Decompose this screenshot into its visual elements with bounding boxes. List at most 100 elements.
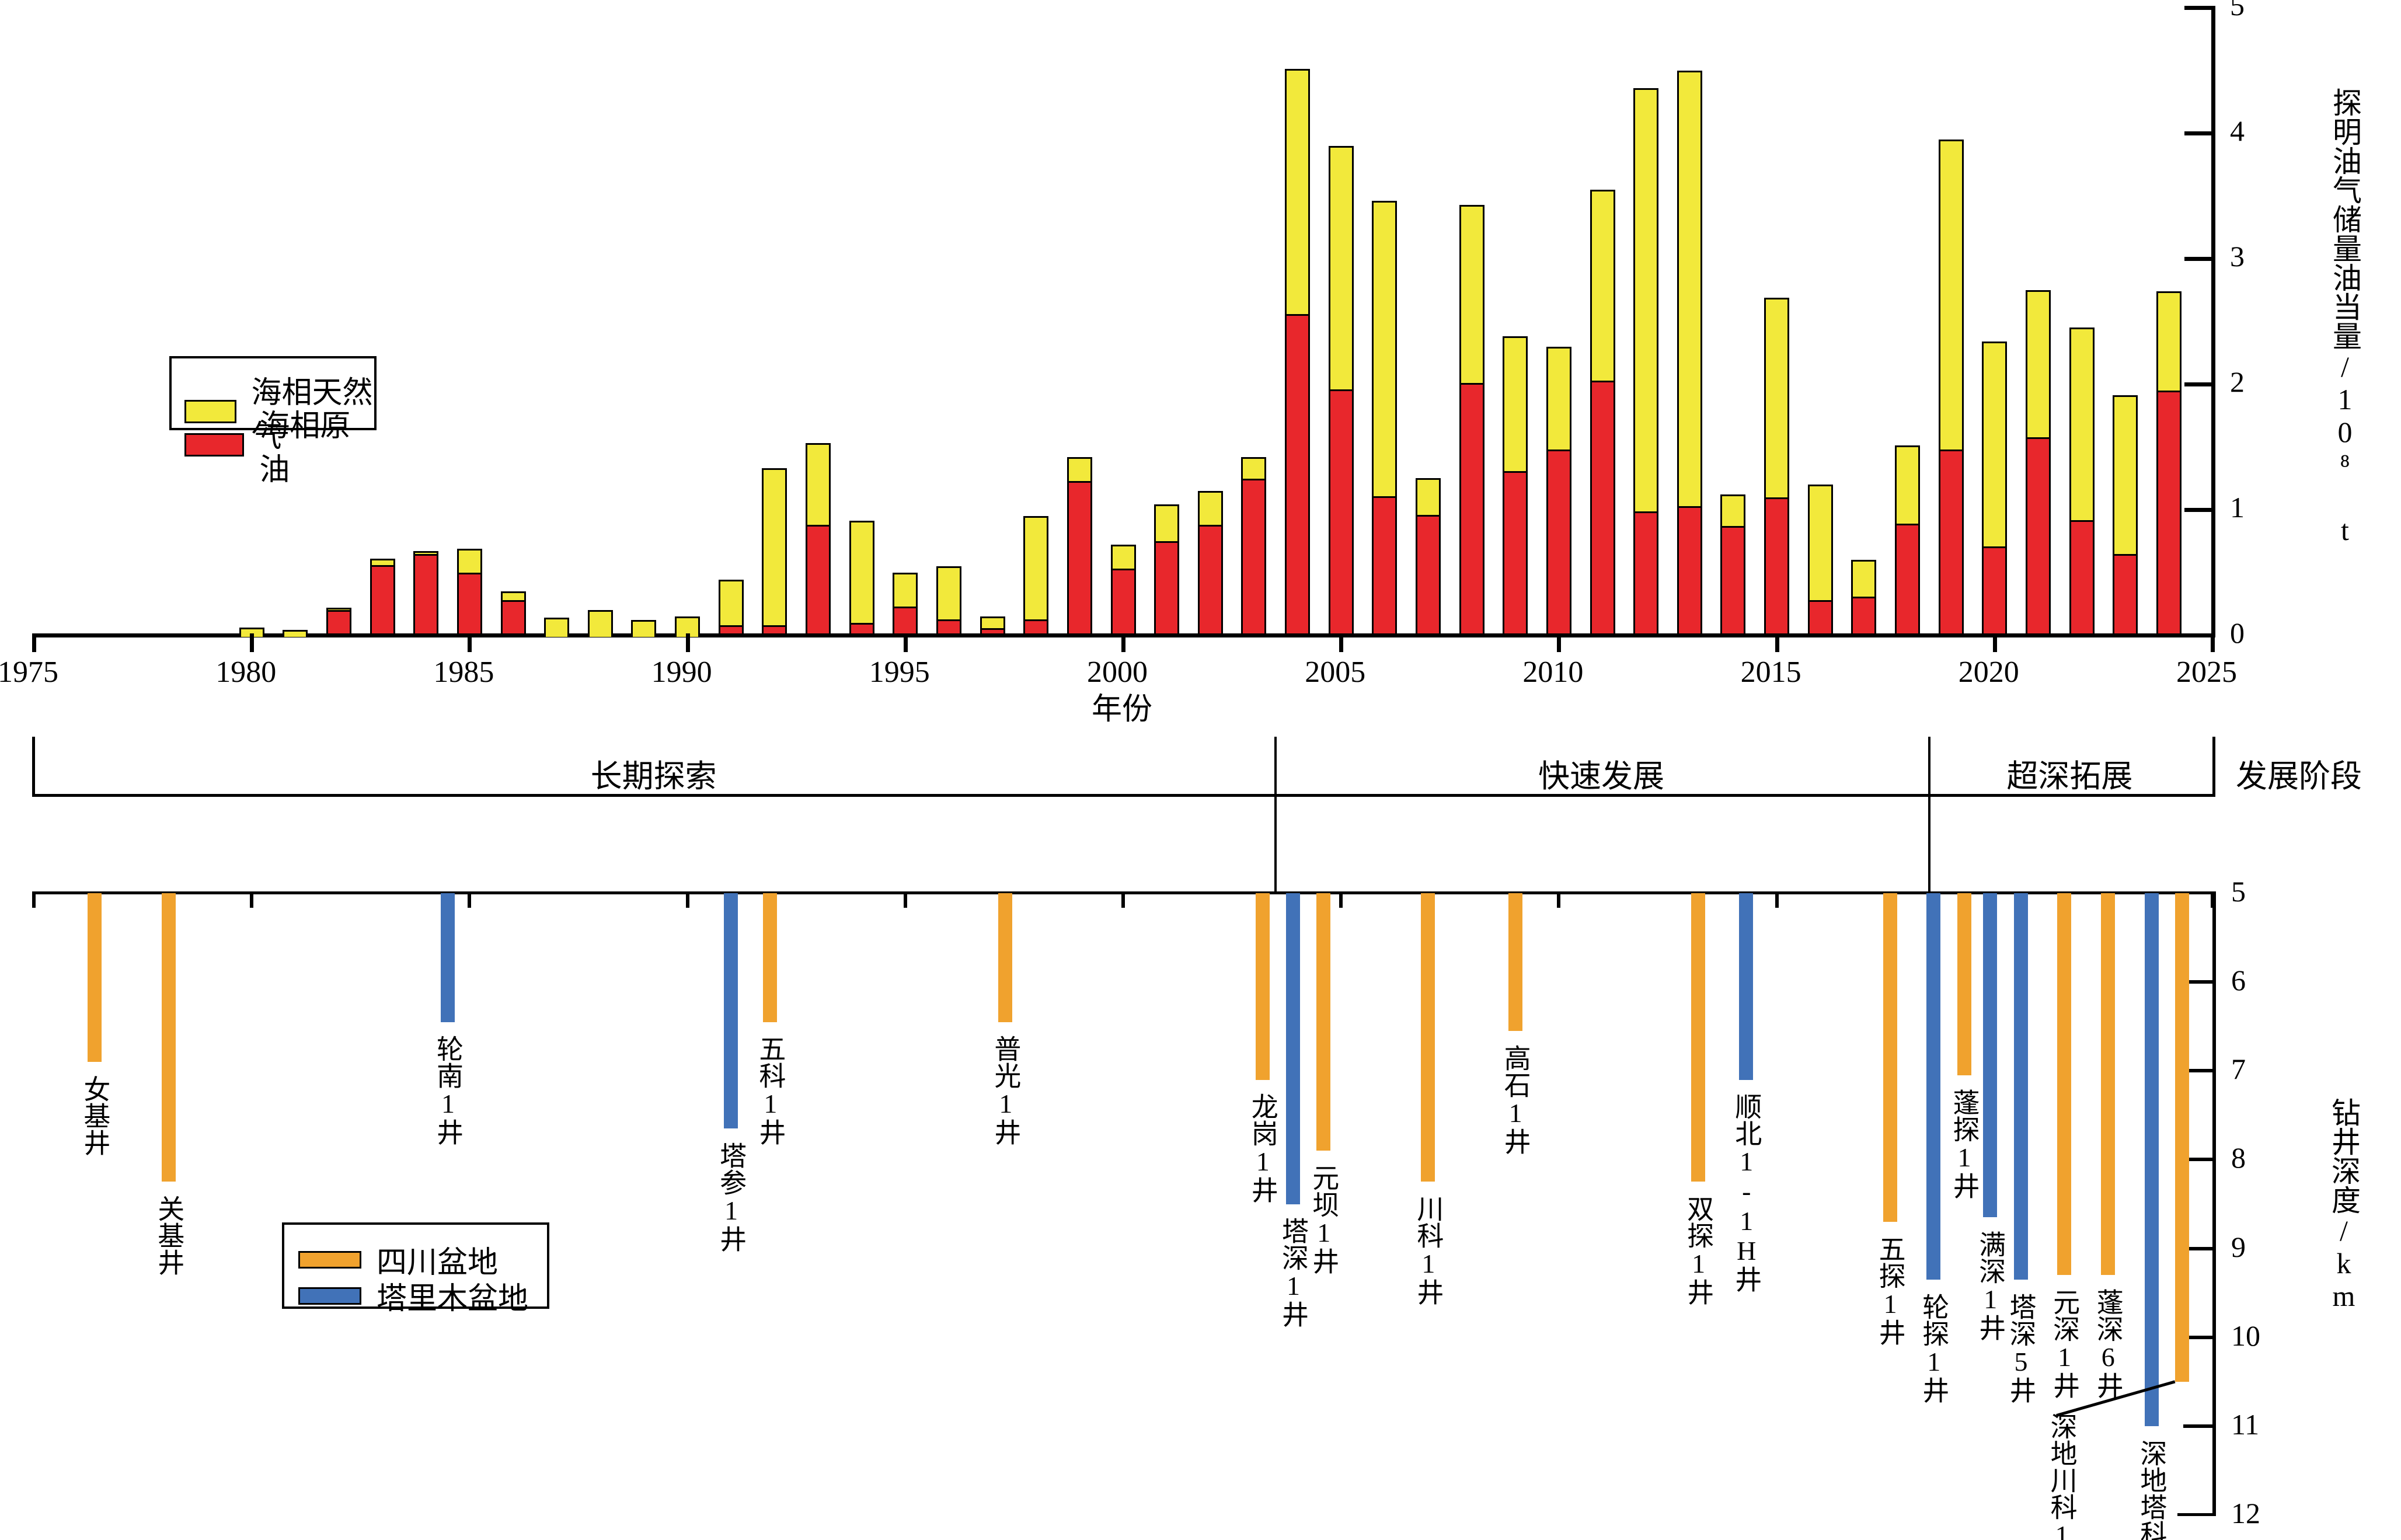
depth-tick-label-10: 10 bbox=[2231, 1319, 2260, 1352]
well-bar-塔参1井 bbox=[724, 893, 738, 1129]
bar-oil-segment bbox=[1112, 570, 1134, 633]
bar-gas-segment bbox=[2071, 329, 2093, 525]
bar-segment-divider bbox=[1940, 450, 1962, 452]
y-tick-0 bbox=[2184, 633, 2214, 637]
bar-2017 bbox=[1851, 560, 1877, 635]
bar-segment-divider bbox=[720, 625, 742, 628]
bar-oil-segment bbox=[2114, 555, 2137, 633]
bar-segment-divider bbox=[371, 565, 393, 567]
y-axis-line bbox=[2211, 6, 2215, 637]
depth-x-tick-2025 bbox=[2211, 891, 2214, 908]
bar-1988 bbox=[587, 610, 613, 637]
well-label-轮南1井: 轮南1井 bbox=[433, 1035, 463, 1146]
x-tick-2010 bbox=[1557, 633, 1562, 652]
bar-gas-segment bbox=[1940, 141, 1962, 455]
x-tick-label-1995: 1995 bbox=[869, 656, 930, 689]
x-tick-1985 bbox=[468, 633, 472, 652]
bar-oil-segment bbox=[1809, 602, 1831, 633]
bar-oil-segment bbox=[1766, 499, 1788, 633]
bar-group bbox=[0, 0, 2401, 677]
well-bar-五探1井 bbox=[1883, 893, 1897, 1222]
stage-axis-title: 发展阶段 bbox=[2236, 759, 2362, 794]
bar-segment-divider bbox=[1853, 596, 1875, 598]
bar-2024 bbox=[2156, 291, 2182, 635]
bar-segment-divider bbox=[2114, 553, 2137, 556]
bar-2001 bbox=[1154, 504, 1180, 635]
bar-oil-segment bbox=[2071, 521, 2093, 633]
x-tick-label-2010: 2010 bbox=[1522, 656, 1584, 689]
well-bar-五科1井 bbox=[763, 893, 778, 1022]
legend-item-gas: 海相天然气 bbox=[184, 368, 374, 455]
bar-1991 bbox=[718, 580, 744, 635]
x-axis-title: 年份 bbox=[1092, 693, 1153, 726]
bar-segment-divider bbox=[851, 622, 873, 625]
bar-gas-segment bbox=[894, 574, 917, 612]
bar-oil-segment bbox=[851, 624, 873, 633]
basin-legend: 四川盆地 塔里木盆地 bbox=[282, 1222, 549, 1316]
bar-1984 bbox=[413, 551, 439, 635]
legend-label-sichuan: 四川盆地 bbox=[377, 1246, 499, 1280]
bar-gas-segment bbox=[284, 632, 306, 637]
y-tick-group: 0 1 2 3 4 5 bbox=[0, 0, 2401, 677]
depth-x-tick-2005 bbox=[1339, 891, 1343, 908]
x-tick-label-1990: 1990 bbox=[651, 656, 712, 689]
well-bar-顺北1-1H井 bbox=[1739, 893, 1754, 1080]
bar-segment-divider bbox=[1766, 497, 1788, 499]
bar-segment-divider bbox=[415, 553, 437, 556]
bar-oil-segment bbox=[938, 621, 960, 633]
legend-item-tarim: 塔里木盆地 bbox=[298, 1274, 528, 1318]
bar-oil-segment bbox=[720, 627, 742, 633]
well-label-塔深1井: 塔深1井 bbox=[1278, 1217, 1308, 1328]
bar-gas-segment bbox=[2158, 292, 2180, 396]
bar-oil-segment bbox=[1156, 543, 1178, 633]
well-label-五探1井: 五探1井 bbox=[1875, 1235, 1905, 1346]
y-tick-label-4: 4 bbox=[2230, 114, 2245, 147]
depth-x-tick-1995 bbox=[903, 891, 907, 908]
depth-axis-title: 钻井深度/km bbox=[2327, 1097, 2360, 1312]
well-depth-panel: 长期探索 快速发展 超深拓展 发展阶段 5 6 7 8 9 10 11 12 钻井深度/km 女基… bbox=[0, 724, 2401, 1540]
well-label-轮探1井: 轮探1井 bbox=[1919, 1292, 1949, 1403]
x-tick-2015 bbox=[1775, 633, 1779, 652]
x-tick-label-1975: 1975 bbox=[0, 656, 58, 689]
depth-tick-group: 5 6 7 8 9 10 11 12 bbox=[0, 724, 2401, 1540]
x-tick-label-1985: 1985 bbox=[433, 656, 494, 689]
x-tick-1980 bbox=[250, 633, 255, 652]
bar-gas-segment bbox=[633, 622, 655, 637]
well-label-高石1井: 高石1井 bbox=[1500, 1044, 1531, 1155]
stage-label-0: 长期探索 bbox=[590, 759, 717, 794]
y-tick-1 bbox=[2184, 508, 2214, 512]
well-bar-塔深5井 bbox=[2013, 893, 2028, 1280]
bar-gas-segment bbox=[2114, 397, 2137, 559]
bar-segment-divider bbox=[1504, 471, 1527, 473]
bar-gas-segment bbox=[1678, 72, 1700, 511]
depth-tick-label-11: 11 bbox=[2231, 1407, 2260, 1441]
depth-tick-10 bbox=[2183, 1335, 2214, 1339]
y-tick-5 bbox=[2184, 6, 2214, 10]
bar-oil-segment bbox=[1984, 548, 2006, 633]
bar-1996 bbox=[936, 566, 961, 635]
stage-label-2: 超深拓展 bbox=[2006, 759, 2133, 794]
bar-gas-segment bbox=[720, 581, 742, 631]
well-label-元坝1井: 元坝1井 bbox=[1309, 1164, 1339, 1275]
well-bar-女基井 bbox=[88, 893, 102, 1062]
bar-oil-segment bbox=[981, 629, 1003, 633]
bar-2019 bbox=[1938, 139, 1964, 635]
bar-2004 bbox=[1285, 69, 1311, 635]
well-bar-川科1井 bbox=[1421, 893, 1435, 1182]
well-label-深地川科1井: 深地川科1井 bbox=[2047, 1413, 2077, 1540]
bar-1999 bbox=[1067, 457, 1092, 635]
legend-label-oil: 海相原油 bbox=[259, 410, 351, 487]
well-bar-龙岗1井 bbox=[1255, 893, 1270, 1080]
bar-oil-segment bbox=[1548, 451, 1570, 633]
x-tick-2000 bbox=[1121, 633, 1125, 652]
bar-segment-divider bbox=[502, 600, 524, 602]
legend-label-tarim: 塔里木盆地 bbox=[377, 1283, 529, 1316]
bar-segment-divider bbox=[1287, 314, 1309, 316]
bar-2002 bbox=[1197, 490, 1223, 635]
bar-oil-segment bbox=[764, 627, 786, 633]
y-tick-label-3: 3 bbox=[2230, 240, 2245, 273]
stage-label-1: 快速发展 bbox=[1538, 759, 1665, 794]
bar-gas-segment bbox=[1156, 506, 1178, 547]
depth-x-tick-1975 bbox=[32, 891, 36, 908]
